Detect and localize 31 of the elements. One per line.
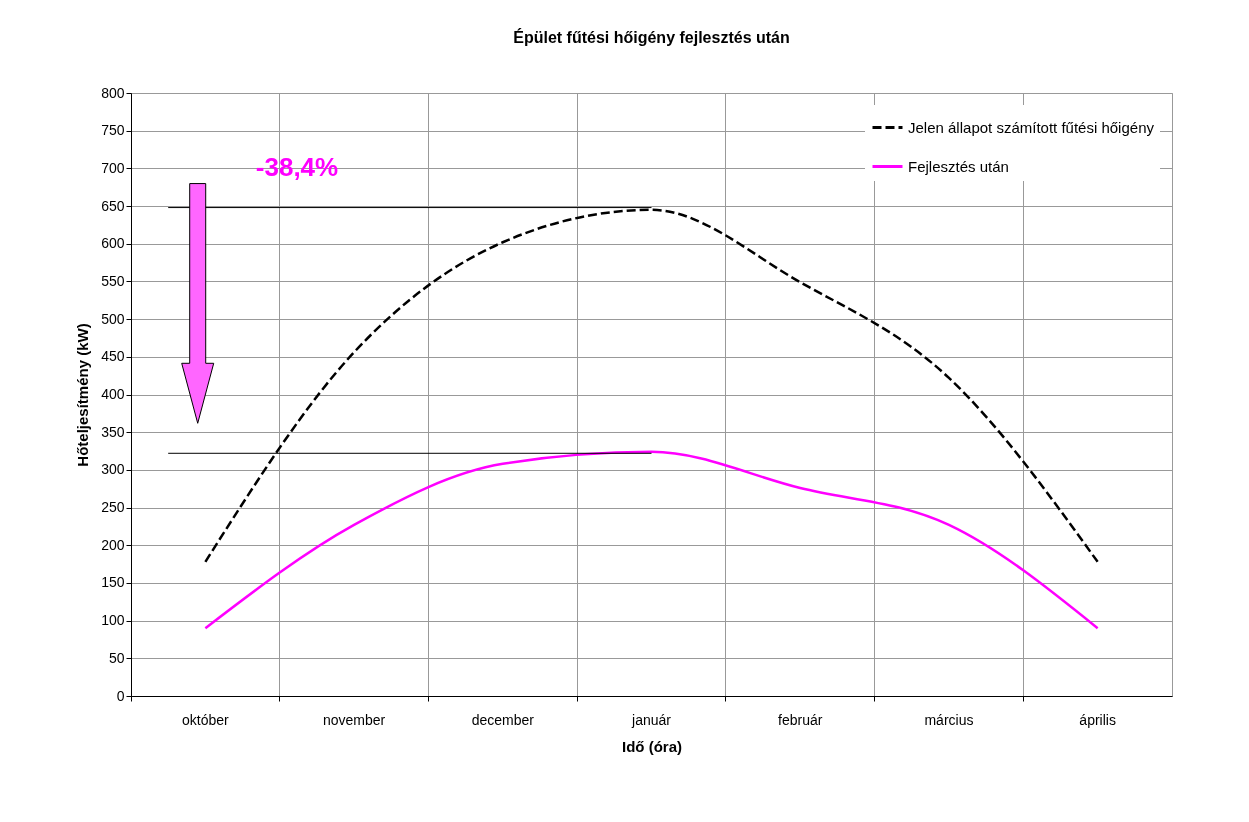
y-tick-label: 100 xyxy=(101,612,125,629)
x-tick-label: március xyxy=(924,711,974,728)
y-axis-title: Hőteljesítmény (kW) xyxy=(74,323,92,467)
y-tick-label: 750 xyxy=(101,122,125,139)
annotation: -38,4% xyxy=(255,152,339,182)
chart-title: Épület fűtési hőigény fejlesztés után xyxy=(513,28,790,46)
y-tick-label: 550 xyxy=(101,272,125,289)
y-tick-label: 300 xyxy=(101,461,125,478)
x-axis-title: Idő (óra) xyxy=(622,737,682,755)
y-tick-label: 650 xyxy=(101,197,125,214)
legend-label: Jelen állapot számított fűtési hőigény xyxy=(908,118,1155,136)
y-tick-label: 700 xyxy=(101,159,125,176)
x-tick-label: január xyxy=(631,711,672,728)
y-tick-label: 200 xyxy=(101,536,125,553)
y-tick-label: 400 xyxy=(101,386,125,402)
line-series xyxy=(204,450,1099,630)
x-tick-label: december xyxy=(471,711,535,728)
x-tick-label: október xyxy=(182,711,230,728)
y-tick-label: 0 xyxy=(116,687,125,704)
x-tick-label: február xyxy=(778,711,823,728)
y-tick-label: 250 xyxy=(101,499,125,516)
legend-label: Fejlesztés után xyxy=(908,157,1009,175)
y-tick-label: 500 xyxy=(101,310,125,327)
y-tick-label: 50 xyxy=(108,649,125,666)
y-tick-label: 150 xyxy=(101,574,125,591)
y-tick-label: 450 xyxy=(101,348,125,365)
y-tick-label: 800 xyxy=(101,84,125,101)
y-tick-label: 600 xyxy=(101,235,125,252)
y-tick-label: 350 xyxy=(101,423,125,440)
x-tick-label: november xyxy=(322,711,386,728)
x-tick-label: április xyxy=(1079,711,1116,728)
